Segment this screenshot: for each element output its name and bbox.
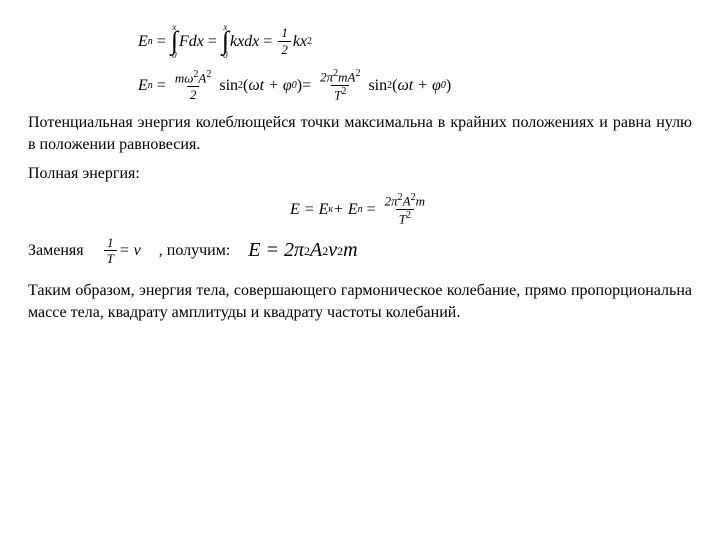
paragraph-potential-energy: Потенциальная энергия колеблющейся точки… — [28, 112, 692, 155]
equation-1: En = x ∫ 0 Fdx = x ∫ 0 kxdx = 12 kx2 — [138, 24, 692, 59]
equation-5: E = 2π2 A2 ν2 m — [248, 237, 357, 264]
integral-1: x ∫ 0 — [171, 24, 178, 59]
equation-3: E = Eк + En = 2π2A2m T2 — [28, 193, 692, 226]
integral-2: x ∫ 0 — [222, 24, 229, 59]
equation-4: 1T = ν — [102, 236, 141, 266]
paragraph-conclusion: Таким образом, энергия тела, совершающег… — [28, 280, 692, 323]
paragraph-total-energy-label: Полная энергия: — [28, 163, 692, 185]
equation-2: En = mω2A2 2 sin2 (ωt + φ0) = 2π2mA2 T2 … — [138, 69, 692, 102]
substitution-row: Заменяя 1T = ν , получим: E = 2π2 A2 ν2 … — [28, 236, 692, 266]
label-substituting: Заменяя — [28, 240, 84, 262]
eq1-lhs: E — [138, 31, 148, 53]
label-we-get: , получим: — [159, 240, 231, 262]
